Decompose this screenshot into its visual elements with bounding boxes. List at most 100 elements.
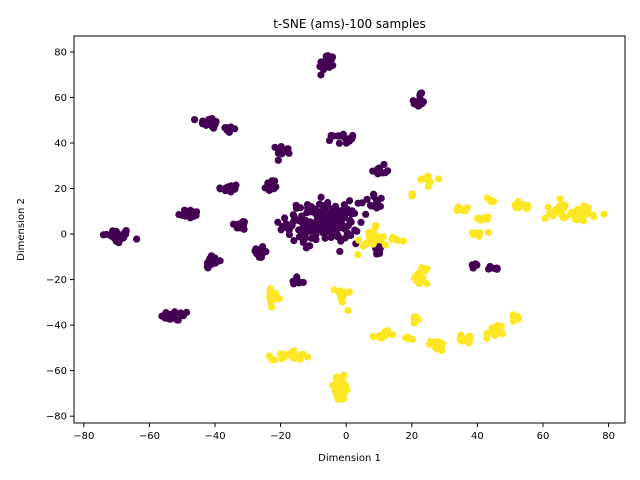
data-point-class-0 (320, 213, 328, 221)
data-point-class-1 (511, 201, 519, 209)
data-point-class-0 (271, 177, 279, 185)
data-point-class-0 (282, 146, 290, 154)
data-point-class-0 (112, 227, 120, 235)
data-point-class-1 (589, 211, 597, 219)
data-point-class-1 (510, 313, 518, 321)
y-tick-label: −20 (46, 275, 67, 286)
data-point-class-0 (253, 246, 261, 254)
y-tick-label: −80 (46, 412, 67, 423)
data-point-class-1 (556, 195, 564, 203)
data-point-class-1 (544, 203, 552, 211)
y-tick-label: 80 (54, 47, 67, 58)
data-point-class-0 (357, 218, 365, 226)
data-point-class-0 (416, 97, 424, 105)
plot-frame (73, 35, 626, 424)
data-point-class-0 (323, 200, 332, 209)
x-tick-label: −40 (204, 431, 225, 442)
data-point-class-0 (341, 234, 349, 242)
data-point-class-1 (290, 347, 298, 355)
data-point-class-1 (378, 333, 386, 341)
data-point-class-0 (329, 211, 337, 219)
data-point-class-0 (225, 183, 233, 191)
data-point-class-1 (474, 214, 483, 222)
data-point-class-0 (370, 167, 379, 175)
data-point-class-0 (312, 236, 320, 244)
data-point-class-0 (491, 264, 499, 273)
data-point-class-0 (133, 235, 141, 243)
data-point-class-0 (296, 204, 305, 212)
y-axis-title: Dimension 2 (16, 198, 27, 261)
x-tick-label: 40 (471, 431, 484, 442)
data-point-class-1 (332, 374, 340, 382)
data-point-class-0 (311, 220, 320, 228)
x-tick-label: −20 (270, 431, 291, 442)
data-point-class-1 (399, 237, 408, 245)
data-point-class-1 (600, 210, 608, 218)
data-point-class-0 (298, 217, 307, 225)
data-point-class-0 (114, 235, 122, 243)
y-axis: −80 −60 −40 −20 0 20 40 60 80 (46, 47, 74, 423)
data-point-class-1 (337, 294, 346, 302)
data-point-class-1 (465, 332, 474, 340)
points-layer (99, 52, 608, 403)
y-tick-label: 20 (54, 184, 67, 195)
data-point-class-1 (497, 322, 505, 330)
data-point-class-1 (381, 241, 389, 249)
data-point-class-1 (297, 350, 306, 359)
data-point-class-0 (327, 233, 335, 242)
data-point-class-0 (289, 211, 297, 219)
data-point-class-1 (265, 352, 274, 360)
data-point-class-1 (484, 228, 492, 236)
data-point-class-0 (317, 193, 325, 201)
y-tick-label: 0 (61, 230, 67, 241)
data-point-class-0 (302, 244, 310, 252)
data-point-class-1 (379, 232, 387, 241)
data-point-class-1 (410, 319, 418, 327)
data-point-class-0 (282, 221, 290, 229)
data-point-class-1 (389, 331, 397, 339)
data-point-class-1 (461, 207, 469, 215)
data-point-class-1 (336, 389, 344, 397)
data-point-class-0 (291, 278, 299, 286)
data-point-class-0 (216, 257, 224, 265)
data-point-class-1 (404, 334, 412, 343)
data-point-class-1 (290, 354, 298, 362)
data-point-class-0 (336, 247, 344, 256)
data-point-class-1 (580, 209, 588, 217)
data-point-class-0 (322, 55, 331, 64)
data-point-class-0 (274, 156, 282, 164)
data-point-class-0 (329, 61, 337, 70)
data-point-class-0 (348, 134, 356, 142)
data-point-class-0 (274, 146, 283, 154)
data-point-class-1 (558, 205, 566, 213)
data-point-class-1 (372, 221, 380, 230)
data-point-class-0 (259, 243, 267, 251)
data-point-class-0 (350, 209, 359, 217)
data-point-class-0 (317, 71, 325, 79)
data-point-class-0 (372, 196, 381, 204)
data-point-class-0 (272, 183, 280, 191)
data-point-class-1 (483, 194, 491, 202)
data-point-class-1 (372, 232, 381, 240)
data-point-class-0 (345, 197, 354, 205)
data-point-class-1 (483, 334, 491, 342)
data-point-class-0 (321, 228, 329, 236)
data-point-class-0 (317, 58, 325, 66)
y-tick-label: −40 (46, 321, 67, 332)
data-point-class-0 (340, 201, 348, 209)
data-point-class-0 (158, 312, 166, 320)
data-point-class-0 (206, 254, 214, 263)
data-point-class-0 (362, 210, 370, 218)
data-point-class-0 (290, 236, 298, 245)
data-point-class-1 (435, 175, 443, 183)
x-tick-label: −60 (139, 431, 160, 442)
data-point-class-0 (339, 206, 347, 215)
data-point-class-0 (274, 218, 282, 226)
data-point-class-1 (368, 236, 376, 245)
y-tick-label: 40 (54, 138, 67, 149)
data-point-class-0 (277, 226, 285, 234)
data-point-class-0 (335, 233, 343, 241)
data-point-class-0 (187, 208, 195, 217)
